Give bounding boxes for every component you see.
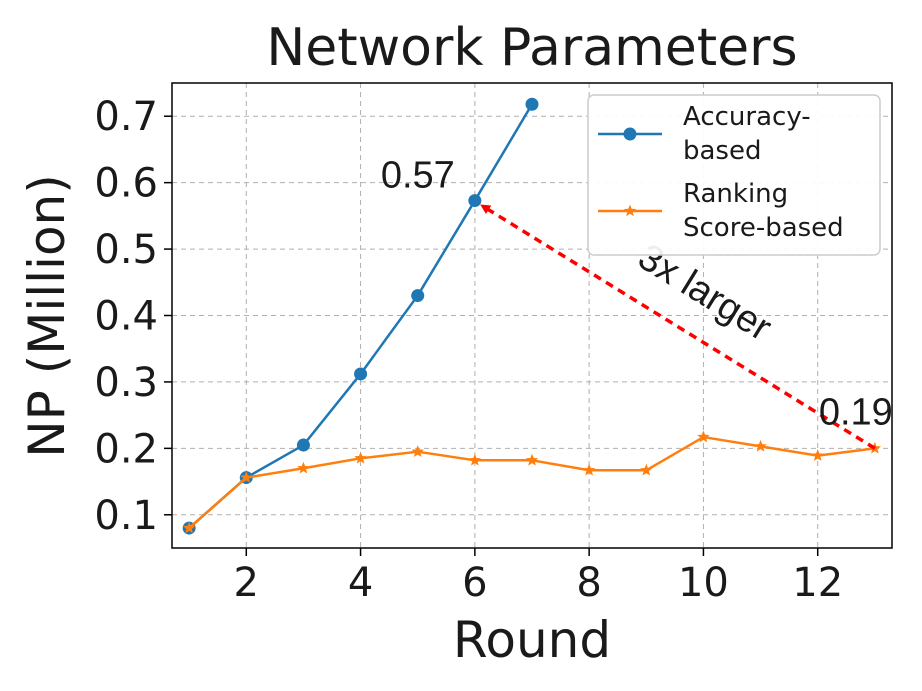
- y-tick-label: 0.2: [94, 426, 158, 472]
- data-point: [468, 453, 482, 466]
- data-point: [411, 445, 424, 457]
- annotation-value-label: 0.57: [381, 155, 455, 197]
- x-tick-label: 4: [348, 560, 373, 606]
- data-point: [754, 439, 767, 452]
- legend-label-accuracy: Accuracy-: [683, 102, 811, 132]
- series-accuracy-based: [182, 97, 539, 535]
- data-point: [582, 463, 596, 476]
- x-tick-label: 10: [678, 560, 729, 606]
- data-point: [297, 461, 310, 474]
- legend: Accuracy- based Ranking Score-based: [587, 94, 881, 256]
- y-axis: 0.1 0.2 0.3 0.4 0.5 0.6 0.7: [94, 94, 172, 539]
- data-point: [525, 453, 539, 466]
- data-point: [811, 449, 824, 461]
- y-tick-label: 0.4: [94, 294, 158, 340]
- x-tick-label: 6: [462, 560, 487, 606]
- star-icon: [623, 204, 637, 217]
- annotation-value-label: 0.19: [819, 391, 893, 433]
- data-point: [697, 430, 710, 443]
- x-axis: 2 4 6 8 10 12: [234, 548, 843, 606]
- y-tick-label: 0.3: [94, 360, 158, 406]
- data-point: [411, 289, 425, 303]
- x-tick-label: 12: [792, 560, 843, 606]
- series-ranking-score-based: [182, 430, 882, 534]
- y-axis-label: NP (Million): [18, 174, 76, 457]
- data-point: [525, 97, 539, 111]
- legend-label-ranking: Score-based: [683, 213, 844, 243]
- data-point: [182, 521, 196, 534]
- data-point: [296, 438, 310, 452]
- y-tick-label: 0.1: [94, 493, 158, 539]
- legend-marker-ranking: [623, 204, 637, 217]
- data-point: [354, 367, 368, 381]
- data-point: [468, 194, 482, 208]
- legend-label-ranking: Ranking: [683, 179, 788, 209]
- legend-label-accuracy: based: [683, 136, 761, 166]
- legend-marker-accuracy: [623, 127, 637, 141]
- y-tick-label: 0.7: [94, 94, 158, 140]
- data-point: [640, 463, 653, 476]
- data-point: [354, 451, 367, 464]
- x-tick-label: 2: [234, 560, 259, 606]
- x-axis-label: Round: [453, 611, 611, 669]
- y-tick-label: 0.5: [94, 227, 158, 273]
- chart-title: Network Parameters: [266, 18, 797, 78]
- data-point: [240, 471, 253, 483]
- larger-arrow: [480, 204, 876, 450]
- y-tick-label: 0.6: [94, 161, 158, 207]
- x-tick-label: 8: [576, 560, 601, 606]
